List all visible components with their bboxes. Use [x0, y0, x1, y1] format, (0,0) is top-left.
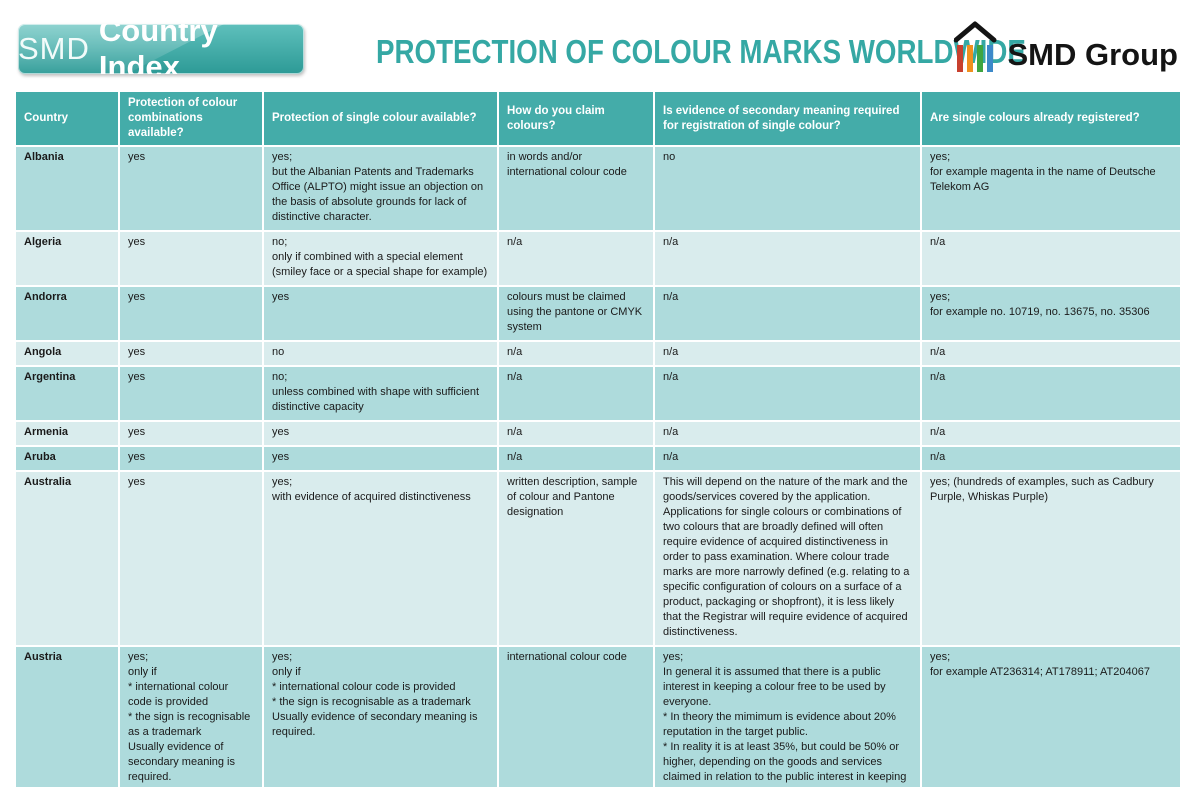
- table-cell: yes: [118, 445, 264, 472]
- table-cell: colours must be claimed using the panton…: [497, 285, 655, 342]
- colour-marks-table: Country Protection of colour combinations…: [14, 90, 1182, 787]
- country-cell: Algeria: [14, 230, 120, 287]
- page-title: PROTECTION OF COLOUR MARKS WORLDWIDE: [376, 33, 1026, 70]
- country-cell: Angola: [14, 340, 120, 367]
- table-row: Aruba yes yes n/a n/a n/a: [14, 445, 1182, 472]
- table-cell: no; unless combined with shape with suff…: [262, 365, 499, 422]
- table-cell: yes; (hundreds of examples, such as Cadb…: [920, 470, 1182, 647]
- smd-group-logo: SMD Group: [953, 20, 1179, 72]
- table-cell: yes: [118, 145, 264, 232]
- country-cell: Australia: [14, 470, 120, 647]
- table-cell: yes: [118, 420, 264, 447]
- column-header: Is evidence of secondary meaning require…: [653, 90, 922, 147]
- table-cell: n/a: [920, 420, 1182, 447]
- table-header-row: Country Protection of colour combinations…: [14, 90, 1182, 147]
- logo-suffix: Country Index: [98, 24, 218, 74]
- table-cell: n/a: [497, 420, 655, 447]
- table-cell: written description, sample of colour an…: [497, 470, 655, 647]
- table-cell: n/a: [653, 420, 922, 447]
- table-row: Albania yes yes; but the Albanian Patents …: [14, 145, 1182, 232]
- table-row: Australia yes yes; with evidence of acquir…: [14, 470, 1182, 647]
- column-header: Country: [14, 90, 120, 147]
- table-cell: n/a: [653, 340, 922, 367]
- table-cell: in words and/or international colour cod…: [497, 145, 655, 232]
- table-cell: yes: [118, 470, 264, 647]
- table-cell: international colour code: [497, 645, 655, 787]
- table-cell: no: [653, 145, 922, 232]
- country-cell: Aruba: [14, 445, 120, 472]
- smd-country-index-logo: SMD Country Index: [18, 24, 304, 74]
- table-cell: n/a: [920, 340, 1182, 367]
- banner: SMD Country Index PROTECTION OF COLOUR M…: [0, 0, 1194, 90]
- table-cell: n/a: [497, 230, 655, 287]
- table-cell: yes: [262, 420, 499, 447]
- table-row: Algeria yes no; only if combined with a sp…: [14, 230, 1182, 287]
- table-cell: yes; for example AT236314; AT178911; AT2…: [920, 645, 1182, 787]
- column-header: How do you claim colours?: [497, 90, 655, 147]
- table-cell: n/a: [653, 285, 922, 342]
- table-cell: n/a: [497, 445, 655, 472]
- table-cell: yes: [118, 285, 264, 342]
- table-row: Angola yes no n/a n/a n/a: [14, 340, 1182, 367]
- country-cell: Armenia: [14, 420, 120, 447]
- table-cell: no: [262, 340, 499, 367]
- table-cell: n/a: [653, 445, 922, 472]
- group-logo-text: SMD Group: [1007, 37, 1179, 72]
- table-cell: yes: [118, 365, 264, 422]
- country-cell: Austria: [14, 645, 120, 787]
- column-header: Are single colours already registered?: [920, 90, 1182, 147]
- column-header: Protection of colour combinations availa…: [118, 90, 264, 147]
- country-cell: Argentina: [14, 365, 120, 422]
- table-cell: n/a: [497, 365, 655, 422]
- table-cell: yes; for example magenta in the name of …: [920, 145, 1182, 232]
- table-cell: n/a: [497, 340, 655, 367]
- table-cell: n/a: [920, 230, 1182, 287]
- table-cell: n/a: [920, 365, 1182, 422]
- column-header: Protection of single colour available?: [262, 90, 499, 147]
- country-cell: Andorra: [14, 285, 120, 342]
- table-body: Albania yes yes; but the Albanian Patents …: [14, 145, 1182, 787]
- table-cell: n/a: [653, 230, 922, 287]
- logo-prefix: SMD: [18, 31, 90, 66]
- table-cell: This will depend on the nature of the ma…: [653, 470, 922, 647]
- table-cell: yes: [118, 230, 264, 287]
- table-cell: yes: [118, 340, 264, 367]
- table-cell: n/a: [653, 365, 922, 422]
- table-cell: yes; In general it is assumed that there…: [653, 645, 922, 787]
- table-cell: n/a: [920, 445, 1182, 472]
- table-cell: no; only if combined with a special elem…: [262, 230, 499, 287]
- table-cell: yes: [262, 445, 499, 472]
- table-cell: yes; only if * international colour code…: [118, 645, 264, 787]
- table-cell: yes; with evidence of acquired distincti…: [262, 470, 499, 647]
- house-bars-icon: [953, 20, 1008, 72]
- country-cell: Albania: [14, 145, 120, 232]
- table-cell: yes; only if * international colour code…: [262, 645, 499, 787]
- table-cell: yes: [262, 285, 499, 342]
- table-row: Austria yes; only if * international colo…: [14, 645, 1182, 787]
- table-cell: yes; for example no. 10719, no. 13675, n…: [920, 285, 1182, 342]
- table-row: Andorra yes yes colours must be claimed usi…: [14, 285, 1182, 342]
- table-row: Argentina yes no; unless combined with sha…: [14, 365, 1182, 422]
- table-row: Armenia yes yes n/a n/a n/a: [14, 420, 1182, 447]
- table-cell: yes; but the Albanian Patents and Tradem…: [262, 145, 499, 232]
